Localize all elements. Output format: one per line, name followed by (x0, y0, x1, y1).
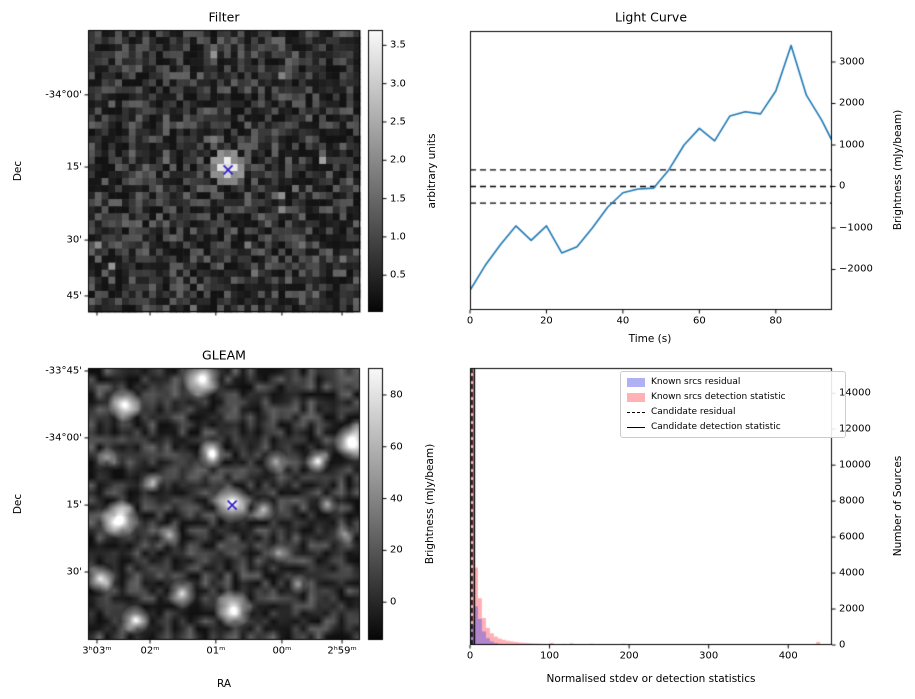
y-tick-label: 14000 (839, 387, 871, 399)
colorbar-tick-label: 20 (390, 544, 403, 556)
y-tick-label: 2000 (839, 603, 865, 615)
legend-label: Candidate residual (651, 407, 736, 417)
x-tick-label: 40 (616, 315, 630, 327)
x-tick-label: 200 (619, 650, 639, 662)
dec-tick-label: -33°45' (45, 365, 82, 377)
ra-tick-label: 02ᵐ (140, 645, 160, 657)
filter-ylabel: Dec (12, 160, 24, 182)
x-tick-label: 60 (692, 315, 706, 327)
lightcurve-xlabel: Time (s) (628, 333, 672, 345)
x-tick-label: 0 (466, 315, 474, 327)
ra-tick-label: 01ᵐ (206, 645, 226, 657)
colorbar-tick-label: 3.5 (390, 39, 406, 51)
solid-line-swatch (627, 426, 645, 428)
histogram-legend: Known srcs residual Known srcs detection… (620, 371, 846, 438)
y-tick-label: 2000 (839, 97, 865, 109)
gleam-xlabel: RA (216, 678, 232, 690)
colorbar-tick-label: 80 (390, 389, 403, 401)
x-tick-label: 0 (466, 650, 474, 662)
ra-tick-label: 3ʰ03ᵐ (82, 645, 112, 657)
legend-label: Known srcs residual (651, 377, 741, 387)
colorbar-tick-label: 1.0 (390, 231, 406, 243)
histogram-xlabel: Normalised stdev or detection statistics (546, 673, 756, 685)
legend-label: Known srcs detection statistic (651, 392, 786, 402)
dec-tick-label: 30' (66, 566, 82, 578)
filter-panel-title: Filter (208, 9, 240, 25)
legend-row-candidate-residual: Candidate residual (627, 406, 839, 418)
y-tick-label: 4000 (839, 567, 865, 579)
ra-tick-label: 00ᵐ (272, 645, 292, 657)
dec-tick-label: 45' (66, 290, 82, 302)
dec-tick-label: 15' (66, 499, 82, 511)
dec-tick-label: 30' (66, 234, 82, 246)
ra-tick-label: 2ʰ59ᵐ (327, 645, 357, 657)
colorbar-tick-label: 2.0 (390, 154, 406, 166)
dec-tick-label: 15' (66, 161, 82, 173)
y-tick-label: 10000 (839, 459, 871, 471)
y-tick-label: 0 (839, 639, 846, 651)
colorbar-tick-label: 0.5 (390, 269, 406, 281)
colorbar-tick-label: 1.5 (390, 193, 406, 205)
x-tick-label: 400 (778, 650, 798, 662)
histogram-ylabel: Number of Sources (892, 455, 904, 557)
colorbar-tick-label: 3.0 (390, 78, 406, 90)
dashed-line-swatch (627, 411, 645, 413)
y-tick-label: −1000 (839, 222, 873, 234)
x-tick-label: 100 (540, 650, 560, 662)
gleam-panel-title: GLEAM (202, 347, 246, 363)
colorbar-tick-label: 40 (390, 493, 403, 505)
pink-patch-swatch (627, 392, 645, 402)
gleam-colorbar-label: Brightness (mJy/beam) (424, 443, 436, 565)
y-tick-label: 3000 (839, 56, 865, 68)
colorbar-tick-label: 60 (390, 441, 403, 453)
y-tick-label: 0 (839, 180, 846, 192)
colorbar-tick-label: 2.5 (390, 116, 406, 128)
lightcurve-ylabel: Brightness (mJy/beam) (892, 109, 904, 231)
legend-row-known-srcs-detection: Known srcs detection statistic (627, 391, 839, 403)
y-tick-label: 1000 (839, 139, 865, 151)
y-tick-label: 8000 (839, 495, 865, 507)
gleam-ylabel: Dec (12, 493, 24, 515)
y-tick-label: 12000 (839, 423, 871, 435)
x-tick-label: 300 (699, 650, 719, 662)
lightcurve-panel-title: Light Curve (614, 9, 688, 25)
legend-label: Candidate detection statistic (651, 422, 781, 432)
x-tick-label: 80 (769, 315, 783, 327)
filter-colorbar-label: arbitrary units (426, 133, 438, 209)
y-tick-label: 6000 (839, 531, 865, 543)
x-tick-label: 20 (540, 315, 553, 327)
colorbar-tick-label: 0 (390, 596, 397, 608)
legend-row-candidate-detection: Candidate detection statistic (627, 421, 839, 433)
legend-row-known-srcs-residual: Known srcs residual (627, 376, 839, 388)
dec-tick-label: -34°00' (45, 432, 82, 444)
y-tick-label: −2000 (839, 263, 873, 275)
blue-patch-swatch (627, 377, 645, 387)
dec-tick-label: -34°00' (45, 89, 82, 101)
